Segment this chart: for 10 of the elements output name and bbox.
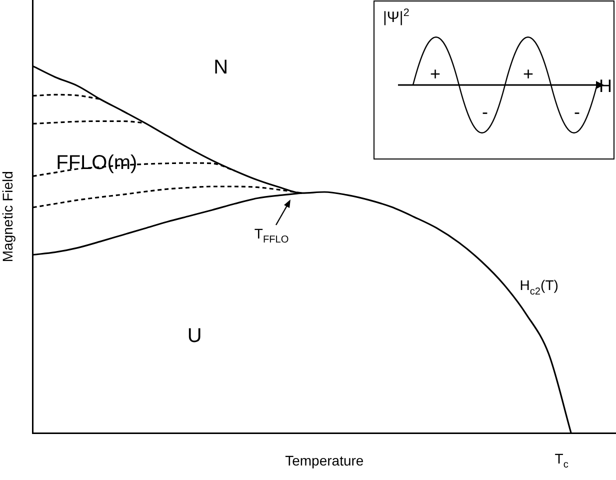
annotation: -: [482, 102, 488, 122]
text: |Ψ|$^{2}$: [383, 7, 410, 26]
annotation: U: [187, 325, 202, 348]
annotation: FFLO(m): [56, 152, 138, 174]
x-axis-title: Temperature: [285, 452, 364, 468]
annotation: +: [430, 64, 441, 84]
annotation: -: [574, 102, 580, 122]
y-axis-title: Magnetic Field: [0, 171, 16, 262]
annotation: N: [214, 56, 228, 79]
annotation: +: [523, 64, 534, 84]
